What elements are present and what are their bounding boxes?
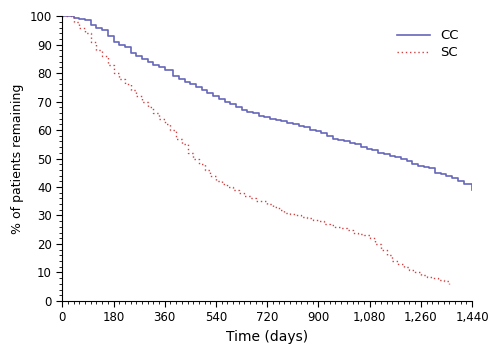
CC — [469, 188, 475, 192]
Line: SC: SC — [62, 16, 450, 284]
CC — [290, 122, 296, 126]
SC — [446, 282, 452, 286]
SC — [88, 40, 94, 44]
CC — [60, 14, 66, 18]
SC — [110, 71, 116, 75]
SC — [184, 151, 190, 155]
Line: CC: CC — [62, 16, 472, 190]
SC — [190, 157, 196, 161]
X-axis label: Time (days): Time (days) — [226, 330, 308, 344]
CC — [318, 131, 324, 135]
Legend: CC, SC: CC, SC — [390, 23, 466, 66]
CC — [116, 43, 122, 47]
SC — [282, 211, 288, 215]
CC — [156, 65, 162, 70]
CC — [199, 88, 205, 92]
SC — [60, 14, 66, 18]
Y-axis label: % of patients remaining: % of patients remaining — [11, 83, 24, 234]
CC — [336, 138, 342, 142]
SC — [134, 94, 140, 98]
